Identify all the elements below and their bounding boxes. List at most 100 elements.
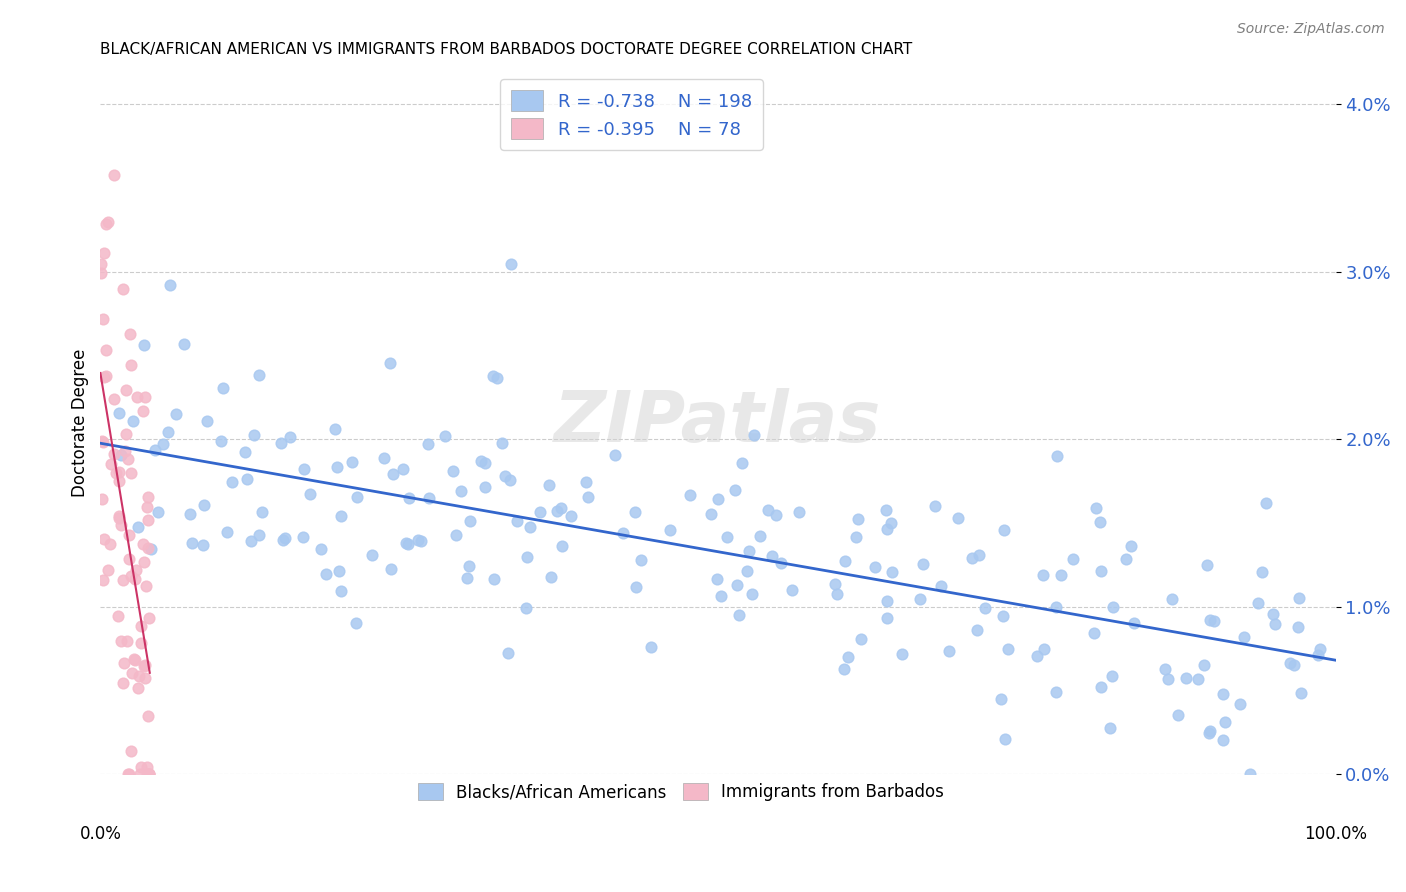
- Point: [724, 483, 747, 497]
- Point: [97, 215, 120, 229]
- Point: [1049, 567, 1071, 582]
- Point: [931, 579, 953, 593]
- Point: [240, 533, 263, 548]
- Point: [96, 217, 118, 231]
- Point: [309, 542, 332, 557]
- Point: [138, 767, 160, 781]
- Point: [1157, 672, 1180, 686]
- Point: [91, 492, 114, 507]
- Point: [496, 646, 519, 660]
- Point: [1032, 568, 1054, 582]
- Point: [433, 429, 456, 443]
- Point: [832, 662, 855, 676]
- Point: [115, 634, 138, 648]
- Point: [100, 457, 122, 471]
- Point: [576, 490, 599, 504]
- Point: [1088, 515, 1111, 529]
- Point: [1306, 648, 1329, 663]
- Point: [679, 488, 702, 502]
- Point: [876, 594, 898, 608]
- Point: [1199, 613, 1222, 627]
- Point: [612, 526, 634, 541]
- Point: [120, 744, 142, 758]
- Point: [243, 428, 266, 442]
- Point: [1198, 725, 1220, 739]
- Point: [1229, 698, 1251, 712]
- Point: [409, 534, 432, 549]
- Point: [938, 644, 960, 658]
- Point: [624, 505, 647, 519]
- Point: [118, 528, 141, 542]
- Point: [993, 609, 1015, 624]
- Point: [486, 371, 509, 385]
- Point: [108, 465, 131, 479]
- Point: [756, 503, 779, 517]
- Point: [1254, 495, 1277, 509]
- Point: [91, 434, 114, 449]
- Point: [824, 577, 846, 591]
- Point: [993, 523, 1015, 537]
- Point: [103, 168, 125, 182]
- Point: [550, 500, 572, 515]
- Point: [129, 636, 152, 650]
- Point: [911, 557, 934, 571]
- Point: [741, 587, 763, 601]
- Point: [134, 555, 156, 569]
- Point: [1090, 564, 1112, 578]
- Point: [882, 566, 904, 580]
- Point: [132, 337, 155, 351]
- Point: [152, 437, 174, 451]
- Point: [146, 505, 169, 519]
- Point: [728, 607, 751, 622]
- Point: [1154, 663, 1177, 677]
- Point: [111, 676, 134, 690]
- Point: [90, 434, 112, 449]
- Point: [134, 390, 156, 404]
- Point: [344, 615, 367, 630]
- Point: [761, 549, 783, 564]
- Point: [128, 669, 150, 683]
- Point: [624, 580, 647, 594]
- Point: [103, 392, 125, 406]
- Point: [117, 767, 139, 781]
- Point: [946, 510, 969, 524]
- Point: [274, 531, 297, 545]
- Point: [443, 464, 465, 478]
- Point: [247, 368, 270, 383]
- Point: [1115, 552, 1137, 566]
- Point: [326, 459, 349, 474]
- Point: [540, 570, 562, 584]
- Point: [114, 444, 136, 458]
- Point: [120, 358, 142, 372]
- Point: [380, 562, 402, 576]
- Point: [1263, 607, 1285, 622]
- Point: [104, 467, 127, 481]
- Point: [97, 563, 120, 577]
- Point: [997, 642, 1019, 657]
- Point: [491, 436, 513, 450]
- Y-axis label: Doctorate Degree: Doctorate Degree: [72, 348, 89, 497]
- Point: [529, 505, 551, 519]
- Point: [1062, 551, 1084, 566]
- Point: [1288, 620, 1310, 634]
- Point: [875, 503, 897, 517]
- Point: [122, 414, 145, 428]
- Point: [212, 381, 235, 395]
- Point: [209, 434, 232, 448]
- Point: [139, 541, 162, 556]
- Point: [418, 491, 440, 505]
- Point: [499, 473, 522, 487]
- Point: [381, 467, 404, 481]
- Point: [159, 277, 181, 292]
- Point: [136, 490, 159, 504]
- Point: [271, 533, 294, 548]
- Point: [96, 343, 118, 358]
- Point: [195, 414, 218, 428]
- Point: [233, 445, 256, 459]
- Point: [120, 467, 142, 481]
- Point: [112, 656, 135, 670]
- Point: [1212, 687, 1234, 701]
- Point: [474, 480, 496, 494]
- Point: [749, 528, 772, 542]
- Point: [136, 767, 159, 781]
